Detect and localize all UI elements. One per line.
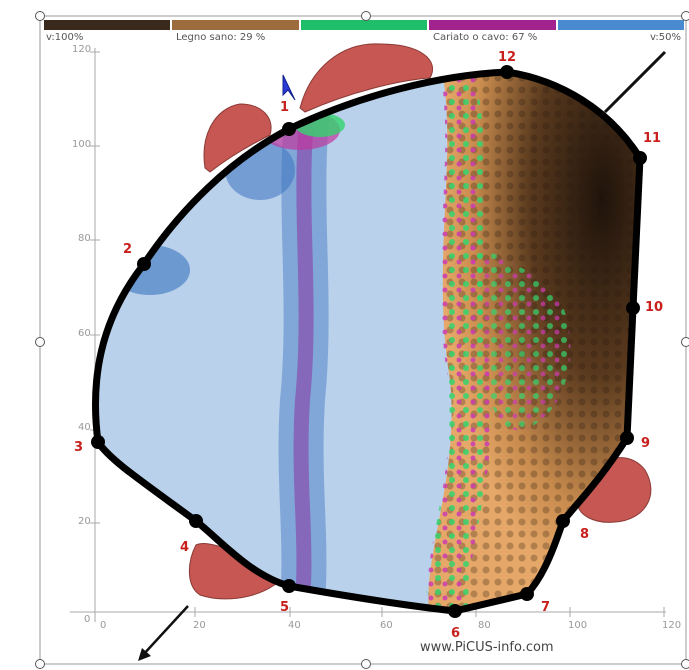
legend-swatch-magenta bbox=[429, 20, 558, 30]
x-tick-100: 100 bbox=[568, 620, 588, 631]
resize-handle-bottom-left[interactable] bbox=[35, 659, 45, 669]
sensor-label-3: 3 bbox=[74, 440, 84, 455]
sensor-label-12: 12 bbox=[498, 50, 517, 65]
resize-handle-top-right[interactable] bbox=[681, 11, 689, 21]
resize-handle-top-center[interactable] bbox=[361, 11, 371, 21]
legend-decayed-label: Cariato o cavo: 67 % bbox=[433, 32, 538, 43]
sensor-label-5: 5 bbox=[280, 600, 290, 615]
sensor-label-1: 1 bbox=[280, 100, 290, 115]
sensor-label-7: 7 bbox=[541, 600, 551, 615]
x-tick-40: 40 bbox=[288, 620, 301, 631]
y-tick-20: 20 bbox=[78, 516, 91, 527]
y-tick-0: 0 bbox=[84, 614, 91, 625]
legend-swatch-dark-brown bbox=[44, 20, 173, 30]
y-tick-80: 80 bbox=[78, 233, 91, 244]
sensor-label-11: 11 bbox=[643, 131, 662, 146]
legend-sound-wood-label: Legno sano: 29 % bbox=[176, 32, 266, 43]
resize-handle-middle-right[interactable] bbox=[681, 337, 689, 347]
sensor-label-10: 10 bbox=[645, 300, 664, 315]
watermark: www.PiCUS-info.com bbox=[420, 640, 554, 655]
legend-swatch-green bbox=[300, 20, 430, 30]
sensor-label-6: 6 bbox=[451, 626, 461, 641]
resize-handle-bottom-right[interactable] bbox=[681, 659, 689, 669]
resize-handle-top-left[interactable] bbox=[35, 11, 45, 21]
x-tick-0: 0 bbox=[100, 620, 107, 631]
sensor-label-9: 9 bbox=[641, 436, 651, 451]
x-tick-80: 80 bbox=[478, 620, 491, 631]
cursor-arrow-icon bbox=[282, 74, 296, 101]
resize-handle-middle-left[interactable] bbox=[35, 337, 45, 347]
resize-handle-bottom-center[interactable] bbox=[361, 659, 371, 669]
x-tick-120: 120 bbox=[662, 620, 682, 631]
trunk-outline bbox=[91, 68, 644, 615]
y-tick-60: 60 bbox=[78, 328, 91, 339]
legend-swatch-brown bbox=[172, 20, 301, 30]
y-tick-100: 100 bbox=[72, 139, 92, 150]
legend-right-label: v:50% bbox=[650, 32, 681, 43]
legend-swatch-blue bbox=[557, 20, 687, 30]
orientation-line bbox=[603, 50, 667, 114]
y-tick-40: 40 bbox=[78, 422, 91, 433]
direction-arrow bbox=[141, 605, 189, 657]
y-tick-120: 120 bbox=[72, 44, 92, 55]
x-tick-20: 20 bbox=[193, 620, 206, 631]
x-tick-60: 60 bbox=[380, 620, 393, 631]
sensor-label-8: 8 bbox=[580, 527, 590, 542]
sensor-label-2: 2 bbox=[123, 242, 133, 257]
root-blob-left bbox=[203, 103, 272, 173]
sensor-label-4: 4 bbox=[180, 540, 190, 555]
tomogram-cross-section bbox=[95, 72, 640, 611]
legend-left-label: v:100% bbox=[46, 32, 84, 43]
color-legend-bar bbox=[44, 20, 687, 30]
root-blob-top bbox=[299, 43, 433, 113]
